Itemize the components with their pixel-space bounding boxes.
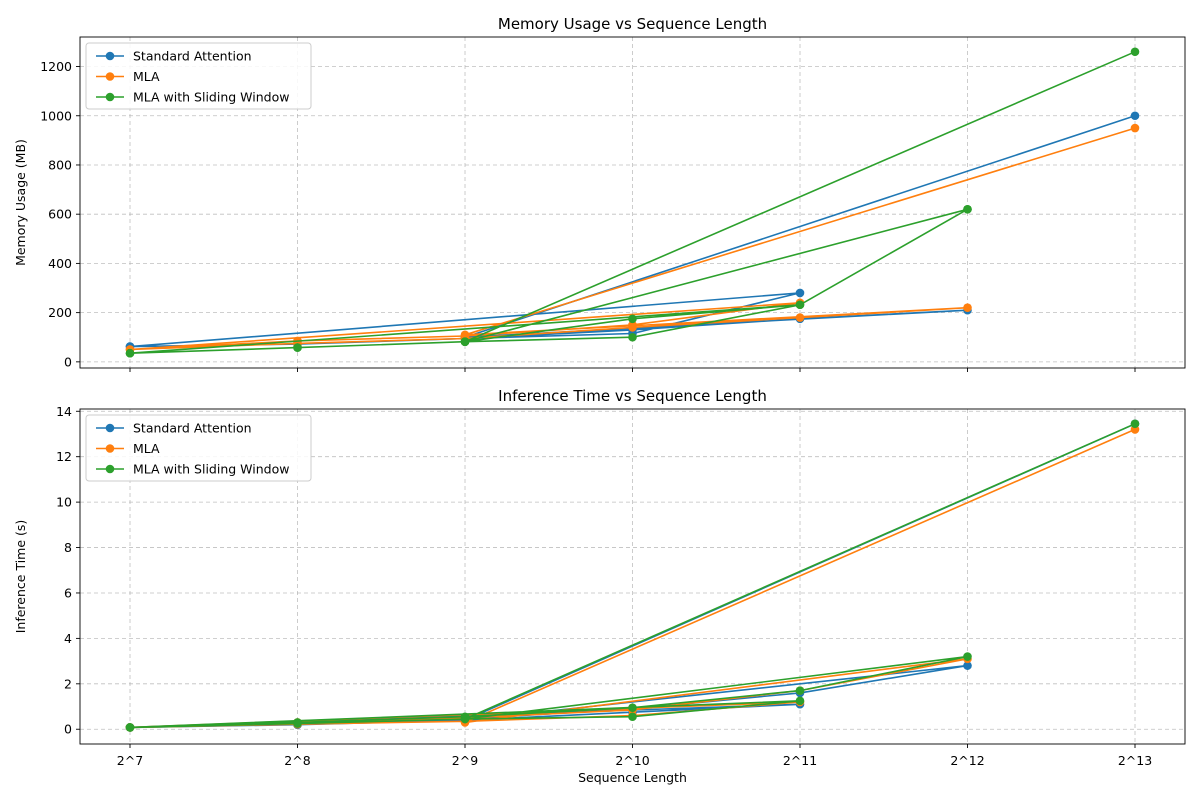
series-3 (125, 419, 1140, 732)
legend-label: MLA with Sliding Window (133, 90, 289, 105)
legend-label: Standard Attention (133, 421, 252, 436)
legend-marker (105, 72, 115, 81)
data-point (125, 723, 135, 732)
legend-label: Standard Attention (133, 49, 252, 64)
legend-marker (105, 464, 115, 474)
data-point (628, 712, 637, 722)
series-group (125, 419, 1140, 732)
data-point (293, 343, 302, 352)
legend-marker (105, 444, 115, 453)
data-point (1130, 47, 1140, 57)
data-point (460, 337, 470, 346)
data-point (1130, 123, 1140, 133)
x-ticks (129, 368, 1136, 372)
chart-title: Memory Usage vs Sequence Length (498, 15, 767, 33)
y-tick-label: 12 (56, 449, 72, 464)
data-point (628, 332, 637, 342)
legend-marker (105, 92, 115, 102)
y-ticks: 0 200 400 600 800 1000 1200 (40, 59, 80, 369)
x-axis-label: Sequence Length (578, 770, 687, 785)
data-point (628, 314, 637, 324)
y-axis-label: Memory Usage (MB) (13, 139, 28, 266)
chart-1: 0 200 400 600 800 1000 1200 Memory Usage vs Seq… (13, 15, 1186, 372)
legend: Standard Attention MLA MLA with Sliding Wi… (85, 42, 312, 110)
y-tick-label: 600 (48, 207, 72, 222)
legend-item: MLA with Sliding Window (96, 90, 289, 105)
y-tick-label: 1000 (40, 108, 72, 123)
data-point (628, 703, 637, 712)
y-tick-label: 0 (64, 722, 72, 737)
y-axis-label: Inference Time (s) (13, 520, 28, 634)
legend-label: MLA (133, 441, 160, 456)
legend-item: MLA with Sliding Window (96, 462, 289, 477)
y-tick-label: 200 (48, 305, 72, 320)
y-tick-label: 14 (56, 404, 72, 419)
legend-box (85, 42, 312, 110)
chart-2: 0 2 4 6 8 10 12 14 2^7 2^8 2^9 2^10 2^11 2^12 2^13 Infe… (13, 387, 1186, 785)
x-tick-label: 2^12 (950, 753, 984, 768)
data-point (963, 652, 972, 661)
x-tick-label: 2^13 (1118, 753, 1152, 768)
legend: Standard Attention MLA MLA with Sliding Wi… (85, 414, 312, 482)
legend-marker (105, 423, 115, 433)
x-ticks: 2^7 2^8 2^9 2^10 2^11 2^12 2^13 (117, 744, 1152, 768)
data-point (628, 323, 637, 332)
data-point (795, 300, 805, 310)
data-point (795, 288, 805, 298)
data-point (795, 696, 805, 706)
data-point (125, 348, 135, 358)
x-tick-label: 2^9 (452, 753, 478, 768)
y-tick-label: 2 (64, 676, 72, 691)
legend-item: Standard Attention (96, 421, 252, 436)
data-point (963, 204, 972, 214)
y-tick-label: 800 (48, 157, 72, 172)
y-tick-label: 6 (64, 585, 72, 600)
data-point (795, 313, 805, 322)
series-3 (125, 47, 1140, 358)
legend-box (85, 414, 312, 482)
legend-item: MLA (96, 441, 160, 456)
data-point (795, 686, 805, 695)
x-tick-label: 2^11 (783, 753, 817, 768)
chart-title: Inference Time vs Sequence Length (498, 387, 767, 405)
series-group (125, 47, 1140, 358)
y-tick-label: 400 (48, 256, 72, 271)
legend-label: MLA (133, 69, 160, 84)
legend-item: MLA (96, 69, 160, 84)
x-tick-label: 2^8 (284, 753, 310, 768)
y-tick-label: 0 (64, 354, 72, 369)
data-point (1130, 111, 1140, 121)
legend-item: Standard Attention (96, 49, 252, 64)
data-point (963, 661, 972, 670)
y-tick-label: 8 (64, 540, 72, 555)
y-tick-label: 1200 (40, 59, 72, 74)
x-tick-label: 2^7 (117, 753, 143, 768)
data-point (460, 330, 470, 340)
data-point (293, 718, 302, 727)
y-tick-label: 4 (64, 631, 72, 646)
legend-marker (105, 51, 115, 61)
y-tick-label: 10 (56, 495, 72, 510)
x-tick-label: 2^10 (615, 753, 649, 768)
grid (80, 37, 1185, 368)
legend-label: MLA with Sliding Window (133, 462, 289, 477)
y-ticks: 0 2 4 6 8 10 12 14 (56, 404, 80, 737)
data-point (460, 714, 470, 724)
data-point (1130, 419, 1140, 429)
data-point (963, 303, 972, 313)
